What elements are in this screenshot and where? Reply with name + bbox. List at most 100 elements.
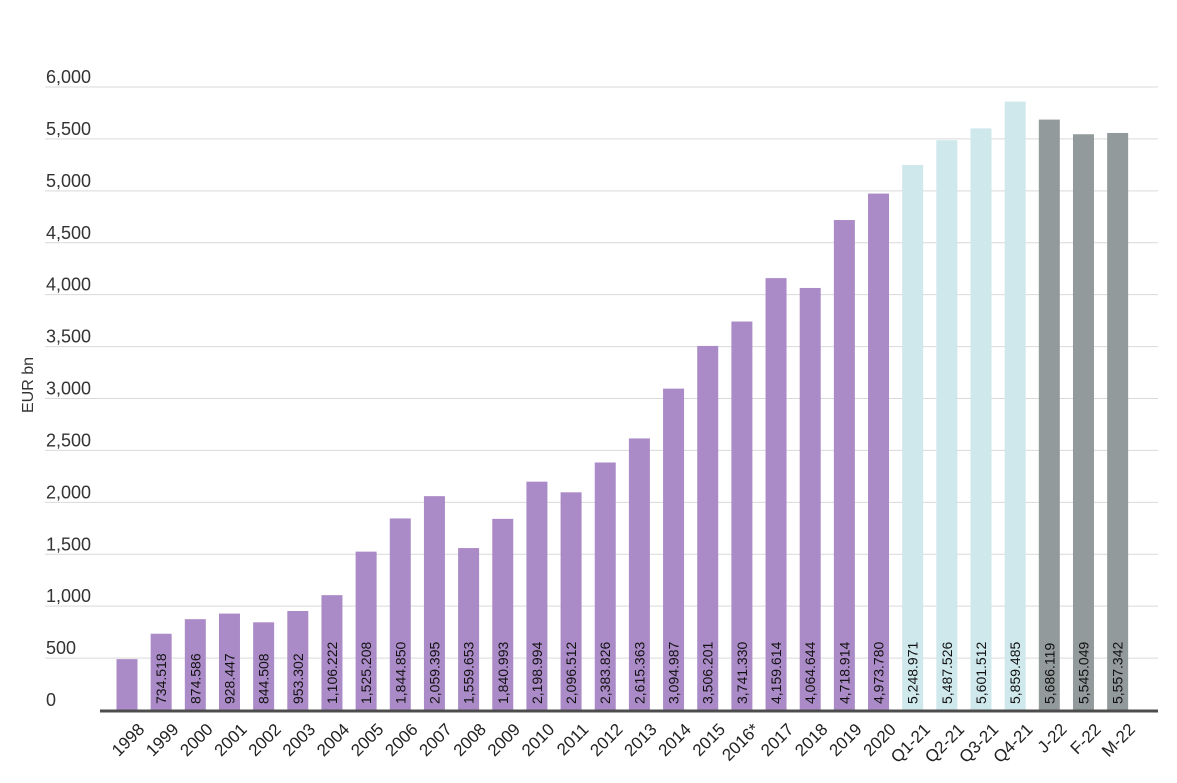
y-tick-label: 4,000 (46, 275, 91, 295)
data-label: 5,859.485 (1007, 642, 1023, 704)
y-tick-label: 1,000 (46, 586, 91, 606)
bar-2018 (799, 287, 821, 710)
y-tick-label: 6,000 (46, 67, 91, 87)
bar-2003 (287, 611, 309, 710)
x-tick-label: 2003 (279, 720, 319, 760)
x-tick-label: 2011 (553, 720, 592, 759)
bar-2001 (218, 613, 240, 710)
data-label: 928.447 (221, 653, 237, 704)
bar-2005 (355, 551, 377, 710)
data-label: 3,506.201 (700, 642, 716, 704)
bar-2014 (663, 388, 685, 710)
bars (116, 101, 1129, 711)
bar-2013 (628, 438, 650, 710)
data-label: 1,840.993 (495, 642, 511, 704)
data-labels: 734.518 874.586 928.447 844.508 953.302 1,106… (153, 642, 1125, 704)
data-label: 844.508 (256, 653, 272, 704)
data-label: 5,487.526 (939, 642, 955, 704)
bar-2007 (423, 496, 445, 710)
x-tick-label: 2009 (484, 720, 524, 760)
x-tick-label: 2006 (381, 720, 421, 760)
data-label: 3,094.987 (666, 642, 682, 704)
bar-j-22 (1038, 119, 1060, 710)
bar-1999 (150, 633, 172, 710)
bar-q1-21 (902, 164, 924, 711)
x-tick-label: 2001 (211, 720, 251, 760)
data-label: 4,064.644 (802, 642, 818, 704)
x-tick-label: 2014 (655, 720, 695, 760)
bar-1998 (116, 659, 138, 710)
x-tick-label: 2019 (825, 720, 865, 760)
y-tick-label: 3,000 (46, 379, 91, 399)
bar-2011 (560, 492, 582, 710)
bar-2019 (833, 220, 855, 711)
bar-2017 (765, 278, 787, 710)
bar-2009 (492, 518, 514, 710)
y-tick-label: 1,500 (46, 534, 91, 554)
bar-2000 (184, 619, 206, 710)
y-axis-label: EUR bn (20, 357, 37, 413)
bar-q3-21 (970, 128, 992, 710)
y-tick-label: 2,000 (46, 482, 91, 502)
y-tick-label: 4,500 (46, 223, 91, 243)
y-tick-label: 5,000 (46, 171, 91, 191)
bar-2008 (458, 548, 480, 710)
data-label: 1,844.850 (392, 642, 408, 704)
x-tick-label: F-22 (1067, 720, 1105, 758)
data-label: 3,741.330 (734, 642, 750, 704)
bar-2002 (253, 622, 275, 710)
data-label: 1,525.208 (358, 642, 374, 704)
x-tick-label: 1999 (142, 720, 182, 760)
x-tick-label: 2000 (176, 720, 216, 760)
x-tick-label: J-22 (1034, 720, 1071, 757)
x-tick-label: 2008 (450, 720, 490, 760)
bar-2020 (868, 193, 890, 710)
data-label: 5,248.971 (905, 642, 921, 704)
bar-2016- (731, 321, 753, 710)
x-tick-label: M-22 (1098, 720, 1139, 761)
data-label: 874.586 (187, 653, 203, 704)
data-label: 1,559.653 (461, 642, 477, 704)
y-axis-ticks: 0 500 1,000 1,500 2,000 2,500 3,000 3,500 4,000 4… (46, 67, 91, 710)
data-label: 953.302 (290, 653, 306, 704)
data-label: 4,973.780 (871, 642, 887, 704)
y-tick-label: 5,500 (46, 119, 91, 139)
x-tick-label: 2012 (586, 720, 626, 760)
bar-2010 (526, 481, 548, 710)
data-label: 1,106.222 (324, 642, 340, 704)
data-label: 4,718.914 (836, 642, 852, 704)
bar-q4-21 (1004, 101, 1026, 710)
data-label: 2,096.512 (563, 642, 579, 704)
x-tick-label: 2010 (518, 720, 558, 760)
x-tick-label: 2007 (416, 720, 456, 760)
data-label: 2,615.363 (631, 642, 647, 704)
y-tick-label: 0 (46, 690, 56, 710)
x-tick-label: 1998 (108, 720, 148, 760)
x-tick-label: 2013 (621, 720, 661, 760)
data-label: 4,159.614 (768, 642, 784, 704)
bar-2012 (594, 462, 616, 710)
bar-f-22 (1072, 134, 1094, 710)
x-tick-label: 2005 (347, 720, 387, 760)
x-tick-label: 2004 (313, 720, 353, 760)
x-tick-label: 2017 (757, 720, 797, 760)
x-tick-label: 2016* (718, 720, 763, 765)
x-axis-ticks: 1998199920002001200220032004200520062007… (108, 720, 1139, 767)
data-label: 2,059.395 (426, 642, 442, 704)
bar-m-22 (1107, 132, 1129, 711)
bar-q2-21 (936, 140, 958, 710)
data-label: 5,545.049 (1075, 642, 1091, 704)
bar-2004 (321, 595, 343, 710)
bar-2015 (697, 345, 719, 710)
y-tick-label: 500 (46, 638, 76, 658)
x-tick-label: Q4-21 (990, 720, 1037, 767)
y-tick-label: 3,500 (46, 327, 91, 347)
data-label: 2,383.826 (597, 642, 613, 704)
data-label: 5,601.512 (973, 642, 989, 704)
x-tick-label: 2018 (791, 720, 831, 760)
data-label: 2,198.994 (529, 642, 545, 704)
y-tick-label: 2,500 (46, 430, 91, 450)
data-label: 5,557.342 (1110, 642, 1126, 704)
bar-2006 (389, 518, 411, 710)
